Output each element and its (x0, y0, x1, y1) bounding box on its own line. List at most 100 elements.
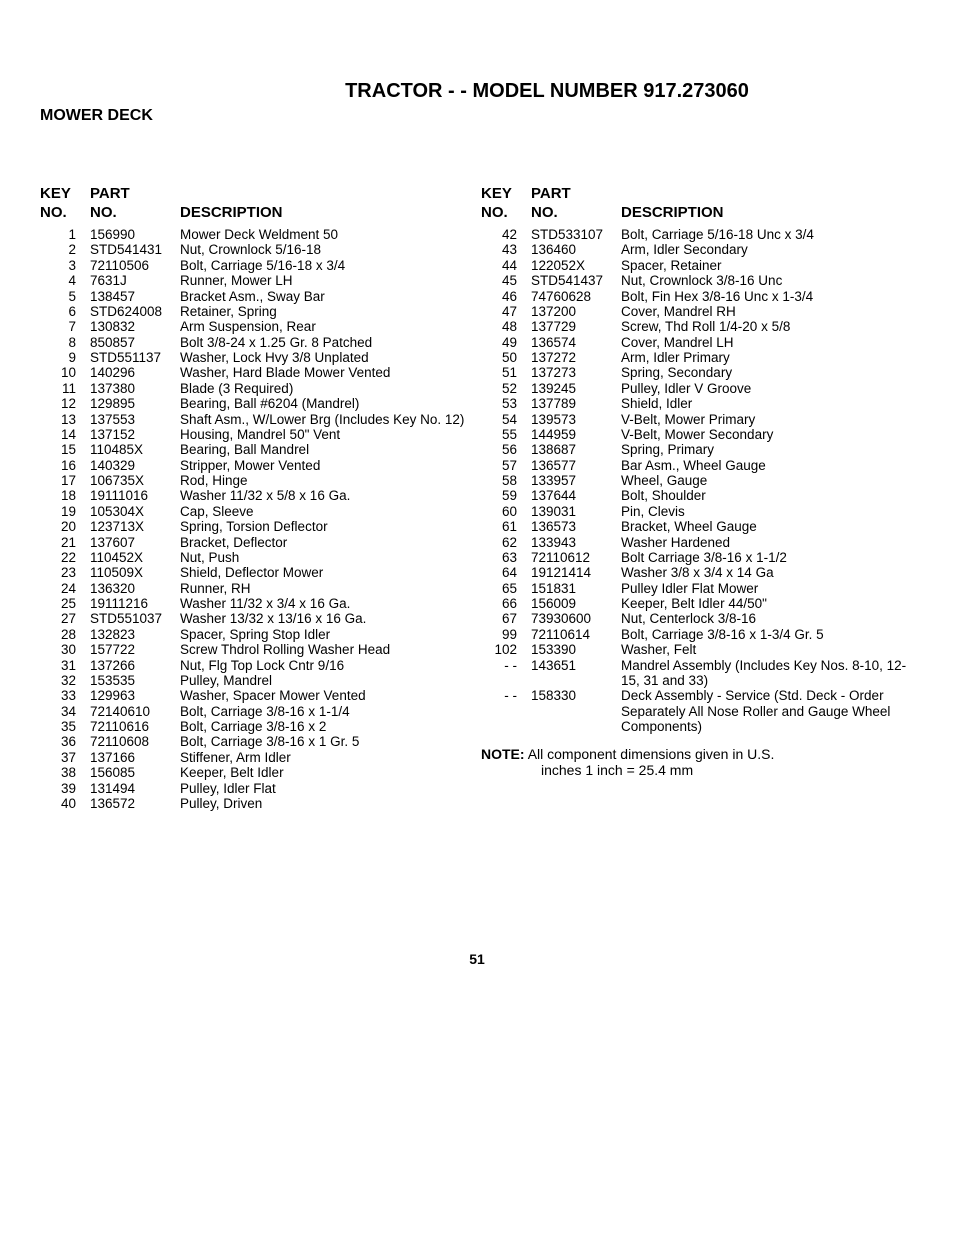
key-no-cell: 42 (481, 227, 531, 242)
description-cell: Screw Thdrol Rolling Washer Head (180, 642, 477, 657)
description-cell: V-Belt, Mower Primary (621, 412, 918, 427)
description-cell: Keeper, Belt Idler (180, 765, 477, 780)
part-row: 39131494Pulley, Idler Flat (40, 781, 477, 796)
part-no-cell: 132823 (90, 627, 180, 642)
part-row: 13137553Shaft Asm., W/Lower Brg (Include… (40, 412, 477, 427)
part-no-cell: 139031 (531, 504, 621, 519)
description-cell: Bolt, Carriage 5/16-18 Unc x 3/4 (621, 227, 918, 242)
key-no-cell: 19 (40, 504, 90, 519)
key-no-cell: 8 (40, 335, 90, 350)
key-no-cell: 34 (40, 704, 90, 719)
part-row: 15110485XBearing, Ball Mandrel (40, 442, 477, 457)
key-no-cell: 60 (481, 504, 531, 519)
part-row: 48137729Screw, Thd Roll 1/4-20 x 5/8 (481, 319, 918, 334)
key-no-cell: 11 (40, 381, 90, 396)
key-no-cell: 32 (40, 673, 90, 688)
part-row: 55144959V-Belt, Mower Secondary (481, 427, 918, 442)
part-row: 16140329Stripper, Mower Vented (40, 458, 477, 473)
description-cell: Bracket, Wheel Gauge (621, 519, 918, 534)
part-row: 62133943Washer Hardened (481, 535, 918, 550)
key-no-cell: 1 (40, 227, 90, 242)
key-no-cell: 66 (481, 596, 531, 611)
part-no-cell: 156085 (90, 765, 180, 780)
part-row: 8850857Bolt 3/8-24 x 1.25 Gr. 8 Patched (40, 335, 477, 350)
key-no-cell: 102 (481, 642, 531, 657)
part-row: 6773930600Nut, Centerlock 3/8-16 (481, 611, 918, 626)
header-part: PART (531, 185, 621, 202)
part-row: 3472140610Bolt, Carriage 3/8-16 x 1-1/4 (40, 704, 477, 719)
part-no-cell: 19121414 (531, 565, 621, 580)
key-no-cell: 53 (481, 396, 531, 411)
key-no-cell: 54 (481, 412, 531, 427)
part-row: 12129895Bearing, Ball #6204 (Mandrel) (40, 396, 477, 411)
description-cell: Retainer, Spring (180, 304, 477, 319)
description-cell: Pulley, Mandrel (180, 673, 477, 688)
part-row: 9972110614Bolt, Carriage 3/8-16 x 1-3/4 … (481, 627, 918, 642)
part-no-cell: 136572 (90, 796, 180, 811)
description-cell: Washer 11/32 x 3/4 x 16 Ga. (180, 596, 477, 611)
description-cell: Nut, Push (180, 550, 477, 565)
part-no-cell: 850857 (90, 335, 180, 350)
note-label: NOTE: (481, 746, 525, 762)
part-no-cell: 110485X (90, 442, 180, 457)
part-row: 2519111216Washer 11/32 x 3/4 x 16 Ga. (40, 596, 477, 611)
description-cell: Washer 11/32 x 5/8 x 16 Ga. (180, 488, 477, 503)
key-no-cell: 57 (481, 458, 531, 473)
part-row: 58133957Wheel, Gauge (481, 473, 918, 488)
description-cell: Spring, Secondary (621, 365, 918, 380)
part-row: 4674760628Bolt, Fin Hex 3/8-16 Unc x 1-3… (481, 289, 918, 304)
part-no-cell: 106735X (90, 473, 180, 488)
part-row: 22110452XNut, Push (40, 550, 477, 565)
note-block: NOTE: All component dimensions given in … (481, 746, 918, 778)
description-cell: Pulley, Idler Flat (180, 781, 477, 796)
header-part-no: NO. (90, 204, 180, 221)
description-cell: Bearing, Ball #6204 (Mandrel) (180, 396, 477, 411)
description-cell: Arm Suspension, Rear (180, 319, 477, 334)
description-cell: Washer, Spacer Mower Vented (180, 688, 477, 703)
description-cell: Stripper, Mower Vented (180, 458, 477, 473)
description-cell: Nut, Centerlock 3/8-16 (621, 611, 918, 626)
description-cell: Shield, Idler (621, 396, 918, 411)
part-no-cell: 72110614 (531, 627, 621, 642)
part-no-cell: 156990 (90, 227, 180, 242)
part-row: - -158330Deck Assembly - Service (Std. D… (481, 688, 918, 734)
part-row: 38156085Keeper, Belt Idler (40, 765, 477, 780)
part-no-cell: 137607 (90, 535, 180, 550)
description-cell: Washer, Hard Blade Mower Vented (180, 365, 477, 380)
key-no-cell: - - (481, 658, 531, 673)
note-text-2: inches 1 inch = 25.4 mm (541, 762, 918, 778)
description-cell: Wheel, Gauge (621, 473, 918, 488)
part-no-cell: 105304X (90, 504, 180, 519)
description-cell: Washer Hardened (621, 535, 918, 550)
part-no-cell: 137273 (531, 365, 621, 380)
description-cell: Screw, Thd Roll 1/4-20 x 5/8 (621, 319, 918, 334)
description-cell: Arm, Idler Primary (621, 350, 918, 365)
part-no-cell: 110452X (90, 550, 180, 565)
parts-column-left: KEY PART NO. NO. DESCRIPTION 1156990Mowe… (40, 185, 477, 811)
part-no-cell: 7631J (90, 273, 180, 288)
description-cell: Washer 13/32 x 13/16 x 16 Ga. (180, 611, 477, 626)
key-no-cell: 58 (481, 473, 531, 488)
description-cell: Stiffener, Arm Idler (180, 750, 477, 765)
parts-columns: KEY PART NO. NO. DESCRIPTION 1156990Mowe… (40, 185, 914, 811)
key-no-cell: 36 (40, 734, 90, 749)
part-row: 33129963Washer, Spacer Mower Vented (40, 688, 477, 703)
description-cell: Bolt, Carriage 3/8-16 x 1-1/4 (180, 704, 477, 719)
key-no-cell: 13 (40, 412, 90, 427)
part-no-cell: 130832 (90, 319, 180, 334)
part-no-cell: 123713X (90, 519, 180, 534)
key-no-cell: 65 (481, 581, 531, 596)
part-row: 44122052XSpacer, Retainer (481, 258, 918, 273)
description-cell: Nut, Flg Top Lock Cntr 9/16 (180, 658, 477, 673)
key-no-cell: 67 (481, 611, 531, 626)
key-no-cell: 38 (40, 765, 90, 780)
part-row: 52139245Pulley, Idler V Groove (481, 381, 918, 396)
page-title: TRACTOR - - MODEL NUMBER 917.273060 (180, 80, 914, 103)
description-cell: Pulley, Idler V Groove (621, 381, 918, 396)
column-header-row-2: NO. NO. DESCRIPTION (481, 204, 918, 221)
part-row: 2STD541431Nut, Crownlock 5/16-18 (40, 242, 477, 257)
part-row: 57136577Bar Asm., Wheel Gauge (481, 458, 918, 473)
part-no-cell: 73930600 (531, 611, 621, 626)
description-cell: Spring, Primary (621, 442, 918, 457)
description-cell: Cap, Sleeve (180, 504, 477, 519)
